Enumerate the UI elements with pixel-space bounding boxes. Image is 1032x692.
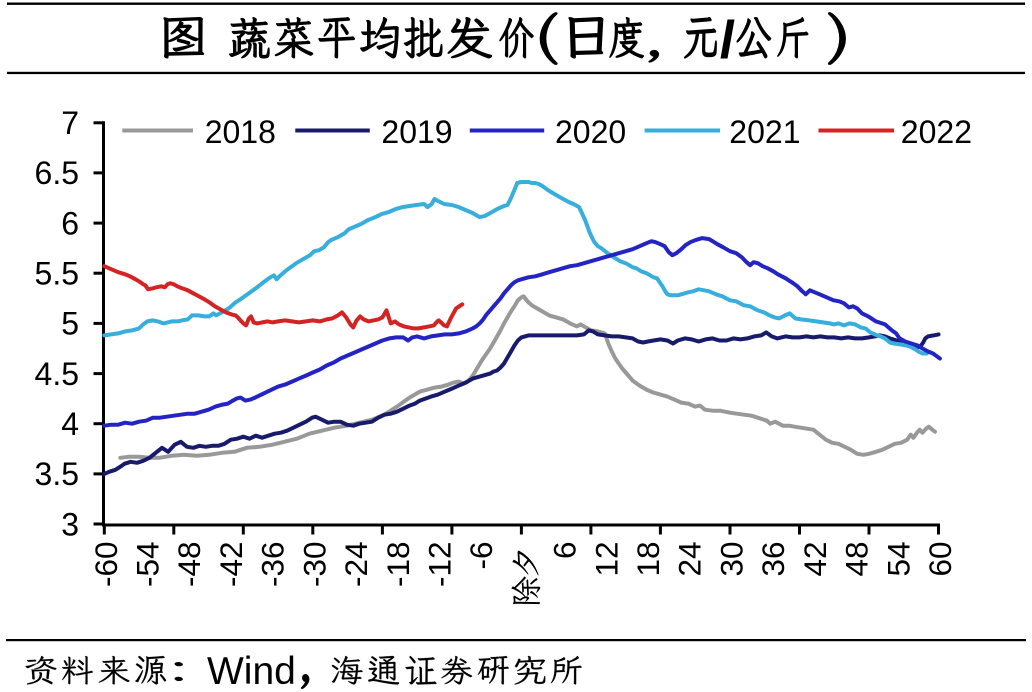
svg-text:54: 54 [880, 542, 916, 577]
svg-text:42: 42 [797, 542, 833, 577]
svg-text:36: 36 [755, 542, 791, 577]
svg-text:-12: -12 [422, 542, 458, 588]
svg-text:12: 12 [588, 542, 624, 577]
svg-text:2018: 2018 [205, 114, 276, 150]
svg-text:5: 5 [61, 306, 79, 342]
svg-text:-18: -18 [380, 542, 416, 588]
svg-text:-54: -54 [130, 542, 166, 588]
svg-text:-6: -6 [463, 542, 499, 570]
svg-text:-60: -60 [88, 542, 124, 588]
svg-text:24: 24 [672, 542, 708, 577]
svg-text:3.5: 3.5 [35, 456, 79, 492]
svg-text:-42: -42 [213, 542, 249, 588]
svg-text:2019: 2019 [381, 114, 452, 150]
svg-text:6.5: 6.5 [35, 155, 79, 191]
svg-text:4.5: 4.5 [35, 356, 79, 392]
svg-text:-48: -48 [171, 542, 207, 588]
svg-text:60: 60 [922, 542, 958, 577]
svg-text:-36: -36 [255, 542, 291, 588]
svg-text:6: 6 [61, 205, 79, 241]
svg-text:-24: -24 [338, 542, 374, 588]
svg-text:5.5: 5.5 [35, 256, 79, 292]
svg-text:48: 48 [839, 542, 875, 577]
svg-text:6: 6 [547, 542, 583, 560]
svg-text:3: 3 [61, 506, 79, 542]
svg-text:18: 18 [630, 542, 666, 577]
svg-text:-30: -30 [296, 542, 332, 588]
svg-text:2022: 2022 [901, 114, 972, 150]
svg-text:Wind: Wind [207, 650, 296, 692]
svg-text:4: 4 [61, 406, 79, 442]
svg-text:2020: 2020 [555, 114, 626, 150]
svg-text:7: 7 [61, 105, 79, 141]
svg-text:30: 30 [714, 542, 750, 577]
svg-text:2021: 2021 [729, 114, 800, 150]
